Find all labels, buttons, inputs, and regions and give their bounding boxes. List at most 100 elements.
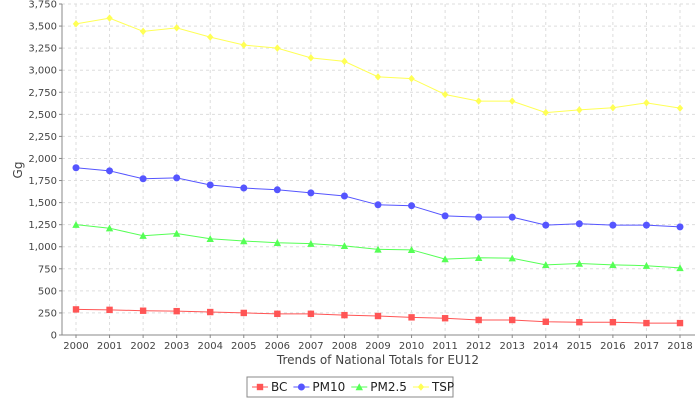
y-tick-label: 500 [38, 286, 57, 297]
data-point-bc [374, 312, 382, 320]
data-point-tsp [576, 106, 583, 114]
x-axis-title: Trends of National Totals for EU12 [276, 353, 479, 367]
data-point-tsp [307, 54, 315, 62]
data-point-pm25 [542, 261, 550, 269]
data-point-tsp [609, 104, 617, 112]
x-tick-label: 2000 [63, 341, 88, 352]
x-tick-label: 2011 [432, 341, 457, 352]
data-point-tsp [72, 20, 80, 28]
legend-label-bc: BC [271, 380, 287, 394]
data-point-pm25 [273, 239, 282, 246]
data-point-bc [643, 319, 650, 327]
data-point-pm25 [72, 220, 80, 228]
data-point-pm10 [240, 184, 248, 192]
data-point-tsp [509, 97, 516, 105]
y-tick-label: 2,500 [28, 110, 57, 121]
data-point-pm10 [206, 181, 214, 189]
data-point-bc [106, 306, 113, 314]
data-point-pm10 [340, 192, 348, 200]
x-tick-label: 2007 [298, 341, 323, 352]
data-point-tsp [542, 108, 549, 117]
x-tick-label: 2017 [634, 341, 659, 352]
y-axis-title: Gg [11, 162, 25, 179]
data-point-pm25 [240, 237, 248, 245]
y-tick-label: 2,250 [28, 132, 57, 143]
data-point-tsp [274, 44, 281, 52]
data-point-tsp [240, 41, 247, 49]
data-point-bc [676, 319, 684, 327]
x-tick-label: 2008 [332, 341, 357, 352]
data-point-bc [542, 318, 549, 325]
y-tick-label: 1,000 [28, 242, 57, 253]
legend-box [246, 376, 454, 398]
data-point-bc [173, 307, 180, 315]
data-point-pm10 [508, 213, 516, 221]
x-tick-label: 2001 [97, 341, 122, 352]
data-point-tsp [408, 74, 415, 83]
data-point-bc [307, 310, 315, 318]
data-point-pm25 [642, 262, 651, 269]
x-tick-label: 2018 [667, 341, 692, 352]
data-point-tsp [475, 97, 482, 105]
data-point-pm25 [508, 254, 516, 262]
data-point-pm10 [273, 186, 281, 194]
data-point-bc [441, 315, 449, 322]
y-axis-ticks: 0 250 500 750 1,000 1,250 1,500 1,750 2,000 2,250… [28, 0, 62, 342]
data-point-pm25 [139, 232, 147, 239]
data-point-pm25 [105, 224, 114, 232]
x-tick-label: 2002 [130, 341, 155, 352]
data-point-pm25 [172, 229, 181, 237]
x-tick-label: 2015 [567, 341, 592, 352]
data-point-bc [576, 319, 583, 326]
x-tick-label: 2013 [499, 341, 524, 352]
data-point-pm10 [441, 212, 449, 220]
x-tick-label: 2009 [365, 341, 390, 352]
data-point-tsp [374, 73, 382, 81]
data-point-pm10 [475, 213, 483, 221]
data-point-tsp [106, 14, 113, 22]
data-point-bc [72, 306, 80, 313]
data-point-pm10 [575, 220, 583, 228]
data-point-pm10 [139, 175, 147, 183]
data-point-tsp [643, 99, 650, 107]
x-tick-label: 2005 [231, 341, 256, 352]
x-tick-label: 2003 [164, 341, 189, 352]
x-tick-label: 2016 [600, 341, 625, 352]
data-point-pm10 [374, 201, 382, 209]
y-tick-label: 250 [38, 308, 57, 319]
data-point-pm10 [542, 221, 550, 229]
data-point-tsp [139, 27, 147, 36]
data-point-pm25 [575, 259, 584, 267]
data-point-pm25 [474, 254, 483, 261]
data-point-pm10 [676, 223, 684, 231]
data-point-pm10 [408, 202, 416, 210]
legend-marker-tsp [417, 383, 425, 391]
data-point-pm25 [407, 246, 416, 254]
x-tick-label: 2012 [466, 341, 491, 352]
legend-marker-bc [256, 383, 264, 391]
legend-marker-pm10 [297, 383, 305, 391]
data-point-pm25 [441, 255, 449, 263]
data-point-bc [139, 307, 147, 314]
x-tick-label: 2004 [197, 341, 222, 352]
legend-label-pm25: PM2.5 [370, 380, 407, 394]
data-point-bc [341, 311, 348, 319]
x-tick-label: 2006 [265, 341, 290, 352]
data-point-pm10 [106, 167, 114, 175]
y-tick-label: 3,500 [28, 22, 57, 33]
data-point-pm10 [173, 174, 181, 182]
data-point-bc [475, 316, 482, 324]
data-point-pm10 [307, 189, 315, 197]
data-point-bc [207, 308, 214, 316]
data-point-pm10 [72, 164, 80, 172]
data-point-pm25 [374, 245, 382, 253]
data-point-pm10 [642, 221, 650, 229]
data-point-tsp [173, 24, 180, 32]
y-tick-label: 3,000 [28, 66, 57, 77]
data-point-pm25 [340, 242, 349, 250]
data-point-bc [240, 309, 247, 317]
legend-marker-pm25 [355, 383, 363, 391]
data-point-bc [274, 310, 281, 318]
data-point-pm25 [206, 235, 214, 242]
